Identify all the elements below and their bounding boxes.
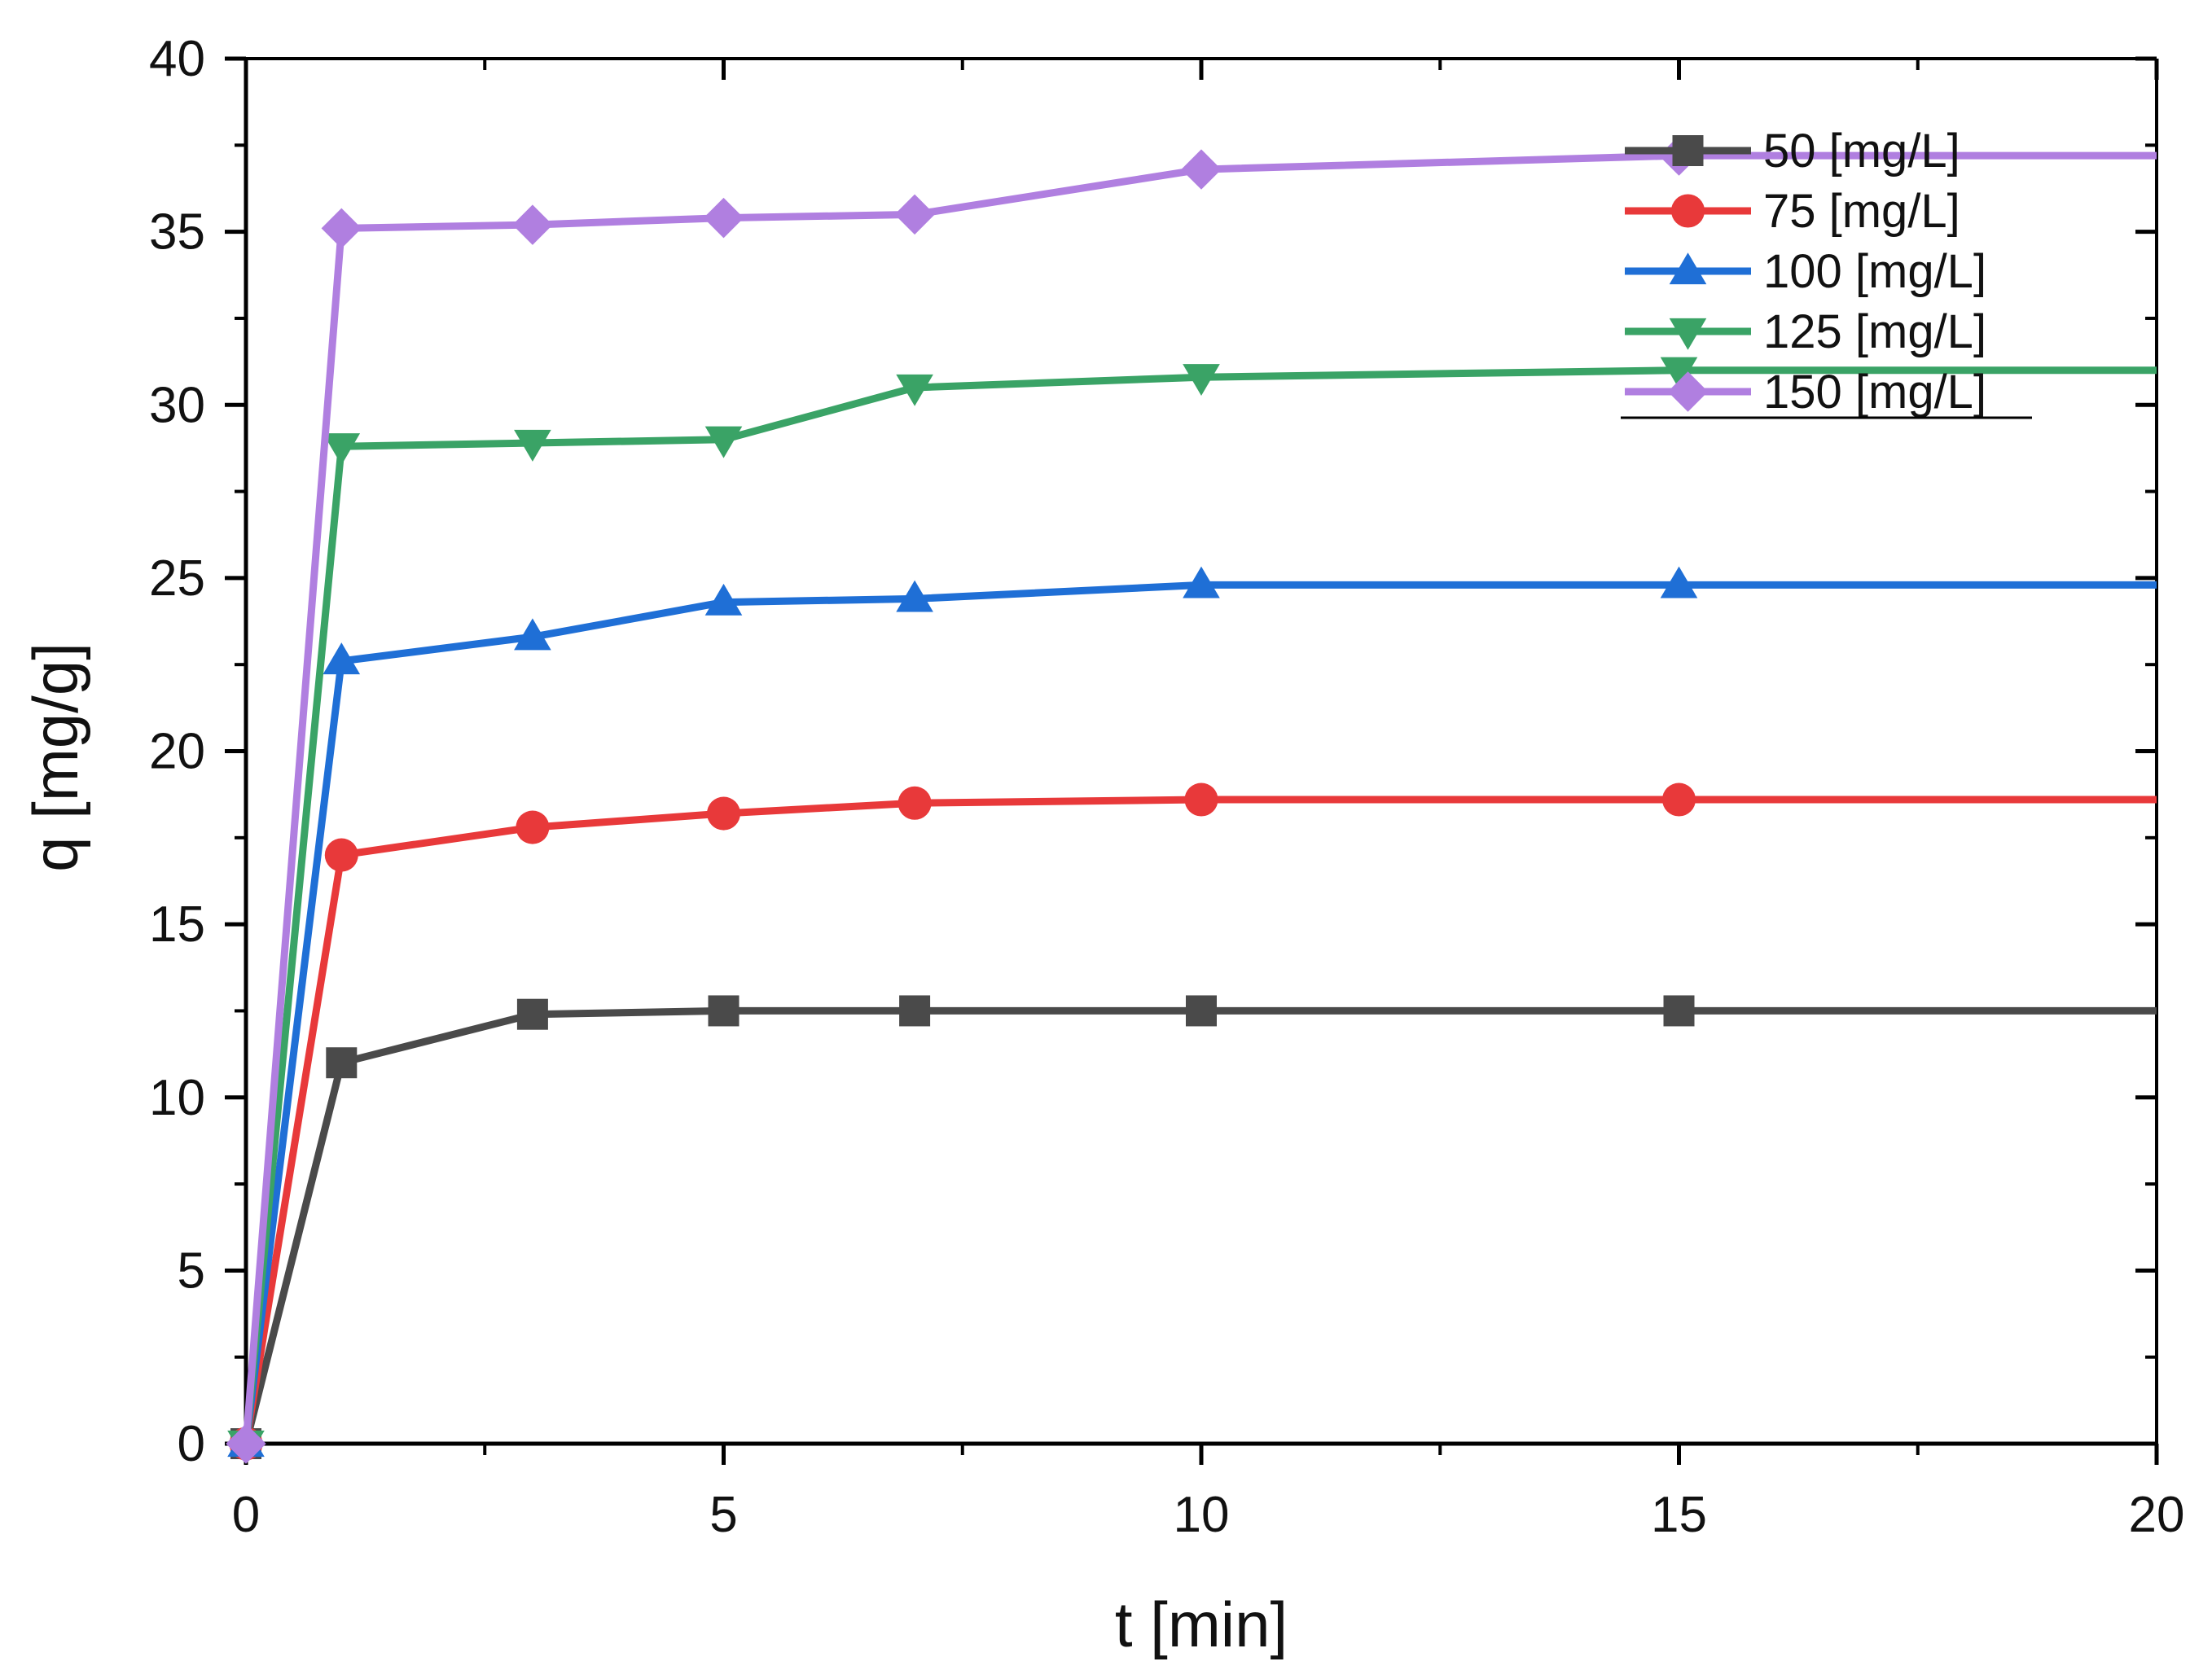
x-tick-label: 0 <box>232 1487 260 1543</box>
axes: 0 5 10 15 20 0 5 10 15 20 25 30 35 40 <box>149 31 2184 1543</box>
data-point <box>1183 364 1220 397</box>
x-axis-title: t [min] <box>1115 1589 1288 1660</box>
data-point <box>704 583 743 616</box>
y-tick-label: 25 <box>149 550 205 607</box>
data-series <box>226 135 2157 1464</box>
data-point <box>1184 783 1218 817</box>
data-point <box>1181 149 1222 190</box>
data-point <box>323 433 361 466</box>
series-line <box>242 151 2157 1444</box>
series-2 <box>229 783 2157 1461</box>
legend-label: 75 [mg/L] <box>1763 185 1960 238</box>
data-point <box>1660 566 1698 598</box>
y-tick-label: 0 <box>178 1416 205 1472</box>
data-point <box>514 618 551 651</box>
series-3 <box>227 566 2157 1458</box>
y-tick-label: 20 <box>149 724 205 780</box>
legend-swatch-marker <box>1669 252 1707 285</box>
y-tick-label: 30 <box>149 377 205 433</box>
data-point <box>703 197 744 239</box>
data-point <box>896 374 933 406</box>
data-point <box>704 426 743 458</box>
legend-label: 125 [mg/L] <box>1763 305 1986 358</box>
data-point <box>1661 783 1696 817</box>
legend-item-2: 75 [mg/L] <box>1625 185 1960 238</box>
data-point <box>516 810 550 844</box>
data-point <box>226 1423 266 1464</box>
legend-item-5: 150 [mg/L] <box>1625 366 1986 419</box>
data-point <box>326 1047 358 1079</box>
legend-swatch-marker <box>1672 135 1704 166</box>
legend-item-3: 100 [mg/L] <box>1625 245 1986 298</box>
data-point <box>1183 566 1220 598</box>
y-tick-label: 15 <box>149 896 205 953</box>
data-point <box>708 995 740 1027</box>
y-tick-label: 5 <box>178 1243 205 1299</box>
data-point <box>896 580 933 612</box>
x-tick-label: 20 <box>2129 1487 2185 1543</box>
legend-swatch-marker <box>1667 371 1709 412</box>
series-line <box>242 581 2157 1444</box>
legend-label: 50 [mg/L] <box>1763 125 1960 178</box>
y-axis-title: q [mg/g] <box>20 642 91 872</box>
y-tick-label: 40 <box>149 31 205 87</box>
legend-label: 100 [mg/L] <box>1763 245 1986 298</box>
legend-item-1: 50 [mg/L] <box>1625 125 1960 178</box>
x-tick-label: 15 <box>1651 1487 1707 1543</box>
data-point <box>898 786 932 820</box>
data-point <box>899 995 931 1027</box>
data-point <box>1663 995 1695 1027</box>
data-point <box>323 642 361 675</box>
x-tick-label: 10 <box>1174 1487 1230 1543</box>
legend-item-4: 125 [mg/L] <box>1625 305 1986 358</box>
data-point <box>706 796 741 831</box>
series-line <box>242 796 2157 1444</box>
data-point <box>321 208 362 249</box>
series-line <box>242 1006 2157 1445</box>
legend: 50 [mg/L] 75 [mg/L] 100 [mg/L] 125 [mg/L] 15… <box>1621 125 2032 419</box>
data-point <box>1186 995 1217 1027</box>
data-point <box>512 204 553 245</box>
data-point <box>894 194 935 235</box>
legend-swatch-marker <box>1670 194 1705 228</box>
x-tick-label: 5 <box>709 1487 737 1543</box>
legend-label: 150 [mg/L] <box>1763 366 1986 419</box>
data-point <box>514 429 551 462</box>
series-4 <box>227 357 2157 1462</box>
data-point <box>324 838 358 872</box>
data-point <box>1660 357 1698 389</box>
y-tick-label: 10 <box>149 1070 205 1126</box>
series-line <box>242 366 2157 1444</box>
legend-swatch-marker <box>1669 318 1707 350</box>
y-tick-label: 35 <box>149 204 205 261</box>
data-point <box>516 998 548 1030</box>
